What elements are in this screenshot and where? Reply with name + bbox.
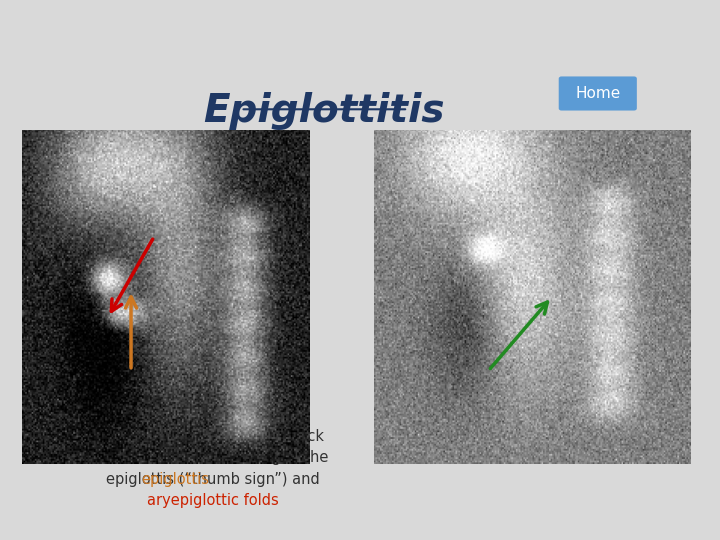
Text: Epiglottitis: Epiglottitis — [204, 92, 445, 130]
FancyBboxPatch shape — [559, 77, 637, 111]
Text: aryepiglottic folds: aryepiglottic folds — [147, 494, 279, 509]
Text: epiglottis: epiglottis — [141, 472, 209, 487]
Text: demonstrates thickening of the: demonstrates thickening of the — [98, 450, 328, 465]
Text: Normal epiglottis for comparison: Normal epiglottis for comparison — [382, 429, 624, 444]
Text: epiglottis (“thumb sign”) and: epiglottis (“thumb sign”) and — [106, 472, 320, 487]
Text: epiglottis: epiglottis — [456, 429, 524, 444]
Text: Home: Home — [575, 85, 621, 100]
Text: Lateral radiograph of the neck: Lateral radiograph of the neck — [102, 429, 324, 444]
